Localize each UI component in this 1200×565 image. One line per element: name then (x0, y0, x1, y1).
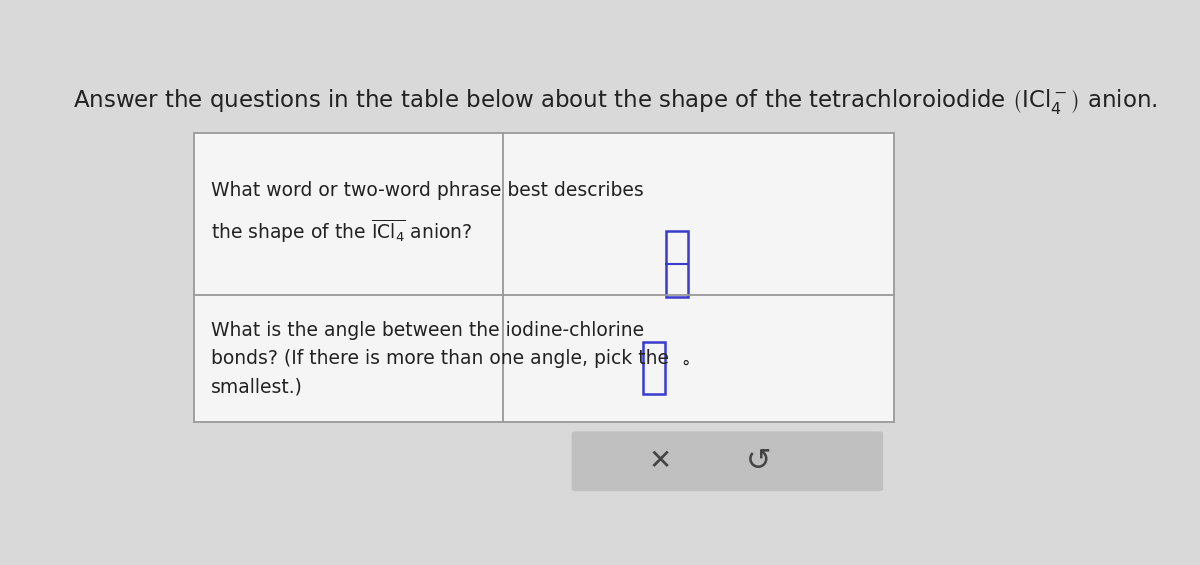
Text: Answer the questions in the table below about the shape of the tetrachloroiodide: Answer the questions in the table below … (73, 88, 1157, 116)
Text: ✕: ✕ (648, 447, 672, 475)
Text: °: ° (682, 359, 690, 377)
Text: ↺: ↺ (745, 447, 772, 476)
Bar (666, 232, 688, 297)
Text: smallest.): smallest.) (211, 377, 302, 396)
Text: the shape of the $\mathrm{\overline{ICl_4}}$ anion?: the shape of the $\mathrm{\overline{ICl_… (211, 218, 473, 245)
Bar (643, 342, 665, 394)
Bar (194, 133, 894, 422)
Text: What is the angle between the iodine-chlorine: What is the angle between the iodine-chl… (211, 321, 644, 340)
FancyBboxPatch shape (571, 431, 883, 491)
Text: What word or two-word phrase best describes: What word or two-word phrase best descri… (211, 181, 643, 199)
Text: bonds? (If there is more than one angle, pick the: bonds? (If there is more than one angle,… (211, 349, 668, 368)
